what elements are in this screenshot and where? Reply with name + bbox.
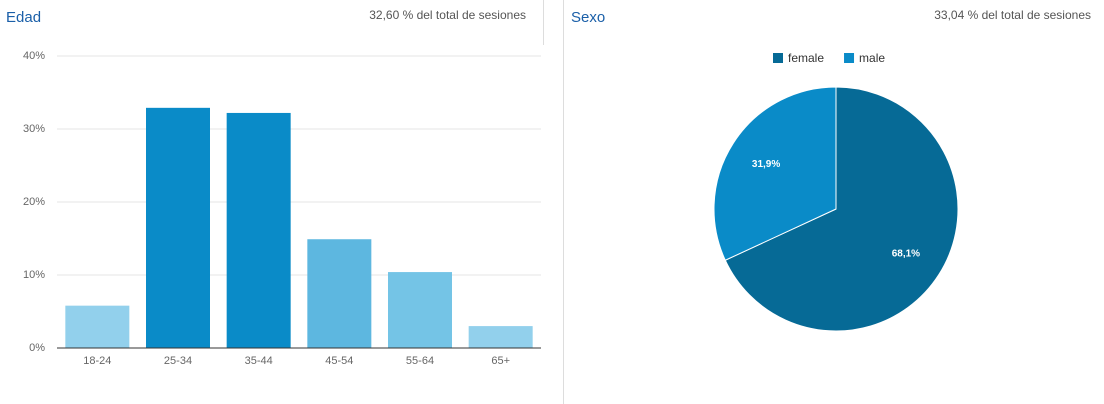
x-tick-label: 35-44 <box>245 355 273 367</box>
pie-slice <box>724 86 959 332</box>
bar <box>65 305 130 348</box>
pie-slice <box>713 86 837 261</box>
x-tick-label: 18-24 <box>83 355 111 367</box>
chart-title: Edad <box>6 9 41 26</box>
y-tick-label: 20% <box>23 196 45 208</box>
bar <box>146 107 210 348</box>
y-tick-label: 40% <box>23 50 45 62</box>
chart-subtitle: 32,60 % del total de sesiones <box>369 8 526 22</box>
value-label: 31,9% <box>752 159 780 170</box>
chart-title: Sexo <box>571 9 605 26</box>
legend-swatch <box>844 53 855 63</box>
bar <box>388 272 452 348</box>
legend-swatch <box>773 53 783 63</box>
y-tick-label: 10% <box>23 269 45 281</box>
legend-label: female <box>788 51 824 65</box>
y-tick-label: 0% <box>29 342 45 354</box>
bar <box>307 239 372 348</box>
chart-subtitle: 33,04 % del total de sesiones <box>934 8 1091 22</box>
x-tick-label: 25-34 <box>164 355 192 367</box>
x-tick-label: 65+ <box>491 355 510 367</box>
bar <box>226 112 291 348</box>
y-tick-label: 30% <box>23 123 45 135</box>
x-tick-label: 45-54 <box>325 355 353 367</box>
value-label: 68,1% <box>892 248 920 259</box>
bar <box>468 326 533 348</box>
x-tick-label: 55-64 <box>406 355 434 367</box>
legend-label: male <box>859 51 885 65</box>
